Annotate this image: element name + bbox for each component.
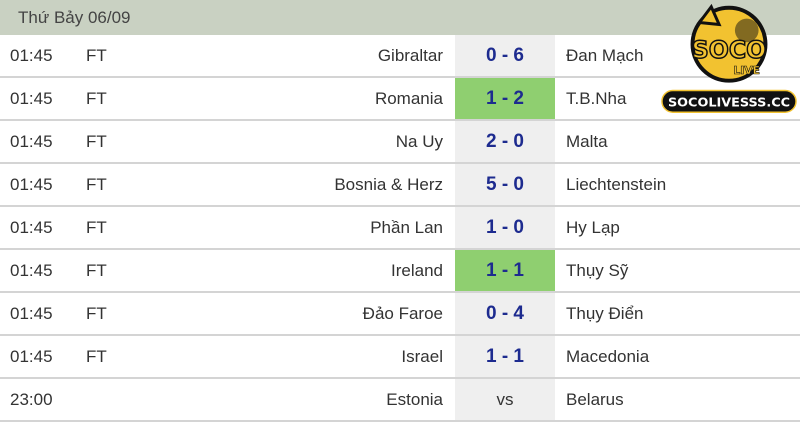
match-time: 01:45	[10, 347, 53, 366]
match-row[interactable]: 01:45 FT Israel 1 - 1 Macedonia	[0, 336, 800, 379]
match-time: 01:45	[10, 304, 53, 323]
match-time: 01:45	[10, 89, 53, 108]
soco-live-logo: SOCO LIVE SOCOLIVESSS.CC	[661, 3, 797, 113]
match-status: FT	[86, 175, 107, 194]
home-team[interactable]: Bosnia & Herz	[334, 175, 443, 194]
match-status: FT	[86, 218, 107, 237]
home-team[interactable]: Gibraltar	[377, 46, 443, 65]
away-team[interactable]: T.B.Nha	[566, 89, 627, 108]
home-team[interactable]: Israel	[401, 347, 443, 366]
away-team[interactable]: Malta	[566, 132, 608, 151]
match-row[interactable]: 01:45 FT Na Uy 2 - 0 Malta	[0, 121, 800, 164]
match-score[interactable]: 5 - 0	[455, 164, 555, 205]
match-status: FT	[86, 261, 107, 280]
match-score[interactable]: 2 - 0	[455, 121, 555, 162]
match-time: 01:45	[10, 261, 53, 280]
match-time: 01:45	[10, 175, 53, 194]
match-status: FT	[86, 304, 107, 323]
home-team[interactable]: Ireland	[391, 261, 443, 280]
match-time: 01:45	[10, 218, 53, 237]
away-team[interactable]: Thụy Sỹ	[566, 261, 629, 280]
away-team[interactable]: Macedonia	[566, 347, 650, 366]
away-team[interactable]: Đan Mạch	[566, 46, 644, 65]
match-score[interactable]: 1 - 1	[455, 336, 555, 377]
svg-text:LIVE: LIVE	[733, 64, 760, 77]
away-team[interactable]: Belarus	[566, 390, 624, 409]
match-status: FT	[86, 347, 107, 366]
match-row[interactable]: 01:45 FT Ireland 1 - 1 Thụy Sỹ	[0, 250, 800, 293]
match-score[interactable]: 1 - 2	[455, 78, 555, 119]
match-time: 01:45	[10, 46, 53, 65]
away-team[interactable]: Liechtenstein	[566, 175, 667, 194]
svg-text:SOCO: SOCO	[692, 36, 767, 64]
home-team[interactable]: Đảo Faroe	[362, 304, 443, 323]
match-row[interactable]: 23:00 Estonia vs Belarus	[0, 379, 800, 422]
match-score[interactable]: 1 - 1	[455, 250, 555, 291]
match-time: 01:45	[10, 132, 53, 151]
match-row[interactable]: 01:45 FT Đảo Faroe 0 - 4 Thụy Điển	[0, 293, 800, 336]
away-team[interactable]: Hy Lạp	[566, 218, 620, 237]
match-score[interactable]: 0 - 6	[455, 35, 555, 76]
match-row[interactable]: 01:45 FT Romania 1 - 2 T.B.Nha	[0, 78, 800, 121]
match-status: FT	[86, 132, 107, 151]
date-label: Thứ Bảy 06/09	[18, 8, 131, 27]
match-row[interactable]: 01:45 FT Bosnia & Herz 5 - 0 Liechtenstein	[0, 164, 800, 207]
match-time: 23:00	[10, 390, 53, 409]
home-team[interactable]: Romania	[374, 89, 443, 108]
date-header: Thứ Bảy 06/09	[0, 0, 800, 35]
match-status: FT	[86, 89, 107, 108]
home-team[interactable]: Estonia	[386, 390, 443, 409]
away-team[interactable]: Thụy Điển	[566, 304, 644, 323]
match-score[interactable]: 0 - 4	[455, 293, 555, 334]
match-status: FT	[86, 46, 107, 65]
match-row[interactable]: 01:45 FT Gibraltar 0 - 6 Đan Mạch	[0, 35, 800, 78]
match-score[interactable]: 1 - 0	[455, 207, 555, 248]
home-team[interactable]: Phần Lan	[370, 218, 443, 237]
home-team[interactable]: Na Uy	[395, 132, 443, 151]
match-row[interactable]: 01:45 FT Phần Lan 1 - 0 Hy Lạp	[0, 207, 800, 250]
svg-text:SOCOLIVESSS.CC: SOCOLIVESSS.CC	[668, 95, 790, 110]
